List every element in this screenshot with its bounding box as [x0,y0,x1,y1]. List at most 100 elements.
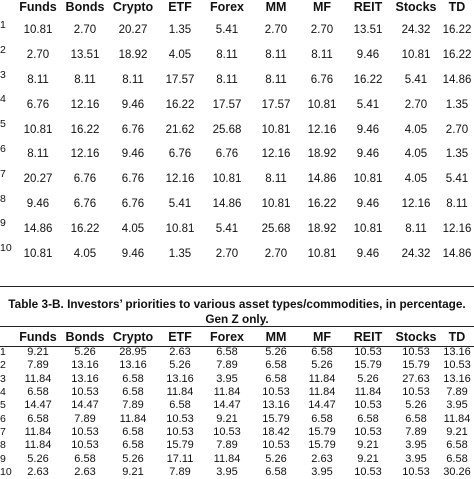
value-cell: 12.16 [401,197,431,210]
value-cell: 12.16 [307,123,337,136]
value-cell: 16.22 [442,24,472,37]
value-cell: 4.05 [404,148,428,161]
value-cell: 2.70 [404,98,428,111]
value-cell: 3.95 [446,399,468,412]
rank-cell: 3 [0,372,6,385]
value-cell: 9.46 [121,148,145,161]
value-cell: 10.53 [262,439,290,452]
rank-cell: 8 [0,439,6,452]
value-cell: 15.79 [166,439,194,452]
value-cell: 5.41 [168,197,192,210]
value-cell: 5.26 [357,372,379,385]
value-cell: 10.81 [353,173,383,186]
value-cell: 10.81 [23,123,53,136]
value-cell: 11.84 [213,386,241,399]
value-cell: 11.84 [24,372,52,385]
rank-header [0,328,14,346]
value-cell: 16.22 [353,73,383,86]
value-cell: 14.47 [308,399,336,412]
value-cell: 8.11 [122,73,144,86]
table-3a: Funds Bonds Crypto ETF Forex MM MF REIT Stocks TD… [0,0,474,266]
value-cell: 13.16 [119,359,147,372]
value-cell: 25.68 [212,123,242,136]
value-cell: 9.46 [121,247,145,260]
table-row: 7 20.27 6.76 6.76 12.16 10.81 8.11 14.86 10.81 4.… [0,167,474,192]
value-cell: 6.76 [121,173,145,186]
value-cell: 7.89 [74,412,96,425]
table-row: 1 10.81 2.70 20.27 1.35 5.41 2.70 2.70 13.51 24.3… [0,18,474,43]
value-cell: 5.41 [356,98,380,111]
value-cell: 18.92 [307,222,337,235]
table-row: 8 11.84 10.53 6.58 15.79 7.89 10.53 15.79 9.21 3.… [0,439,474,452]
column-header: MF [312,0,332,14]
value-cell: 10.53 [213,425,241,438]
value-cell: 9.21 [27,346,49,359]
value-cell: 11.84 [308,386,336,399]
value-cell: 4.05 [121,222,145,235]
value-cell: 1.35 [445,98,469,111]
value-cell: 25.68 [261,222,291,235]
value-cell: 11.84 [166,386,194,399]
value-cell: 5.26 [74,346,96,359]
value-cell: 15.79 [308,425,336,438]
rank-cell: 1 [0,346,6,359]
value-cell: 7.89 [27,359,49,372]
column-header: Funds [19,0,57,14]
value-cell: 12.16 [442,222,472,235]
value-cell: 14.86 [307,173,337,186]
table-row: 6 8.11 12.16 9.46 6.76 6.76 12.16 18.92 9.46 4.05… [0,142,474,167]
value-cell: 10.53 [443,359,471,372]
column-header: MF [312,330,332,344]
value-cell: 7.89 [169,465,191,478]
table-row: 7 11.84 10.53 6.58 10.53 10.53 18.42 15.79 10.53… [0,426,474,439]
value-cell: 10.81 [307,98,337,111]
value-cell: 3.95 [405,452,427,465]
value-cell: 30.26 [443,465,471,478]
value-cell: 5.26 [265,346,287,359]
value-cell: 6.58 [122,425,144,438]
value-cell: 18.92 [118,49,148,62]
rank-cell: 2 [0,359,6,372]
value-cell: 13.16 [71,359,99,372]
value-cell: 11.84 [24,439,52,452]
column-header: Crypto [112,0,154,14]
value-cell: 3.95 [216,465,238,478]
value-cell: 28.95 [119,346,147,359]
table-row: 9 14.86 16.22 4.05 10.81 5.41 25.68 18.92 10.81 8… [0,216,474,241]
value-cell: 6.58 [169,399,191,412]
value-cell: 8.11 [405,222,427,235]
value-cell: 8.11 [216,73,238,86]
column-header: Bonds [65,0,105,14]
value-cell: 9.21 [357,439,379,452]
value-cell: 9.21 [446,425,468,438]
value-cell: 10.81 [212,173,242,186]
value-cell: 10.53 [354,346,382,359]
value-cell: 9.46 [356,123,380,136]
value-cell: 10.81 [353,222,383,235]
value-cell: 5.41 [445,173,469,186]
value-cell: 8.11 [74,73,96,86]
value-cell: 17.11 [166,452,194,465]
value-cell: 6.76 [168,148,192,161]
column-header: ETF [168,330,192,344]
value-cell: 9.21 [216,412,238,425]
value-cell: 5.26 [122,452,144,465]
header-row: Funds Bonds Crypto ETF Forex MM MF REIT Stocks TD [0,0,474,18]
value-cell: 10.53 [354,399,382,412]
value-cell: 10.53 [71,386,99,399]
column-header: Stocks [395,330,437,344]
value-cell: 11.84 [443,412,471,425]
table-body: 1 10.81 2.70 20.27 1.35 5.41 2.70 2.70 13.51 24.3… [0,18,474,266]
value-cell: 13.51 [70,49,100,62]
value-cell: 11.84 [354,386,382,399]
value-cell: 6.58 [27,386,49,399]
table-body: 1 9.21 5.26 28.95 2.63 6.58 5.26 6.58 10.53 10.53… [0,346,474,479]
value-cell: 10.81 [307,247,337,260]
value-cell: 8.11 [265,173,287,186]
rank-cell: 8 [0,192,6,205]
value-cell: 6.58 [311,412,333,425]
value-cell: 7.89 [122,399,144,412]
value-cell: 5.41 [215,24,239,37]
value-cell: 2.63 [27,465,49,478]
value-cell: 16.22 [165,98,195,111]
